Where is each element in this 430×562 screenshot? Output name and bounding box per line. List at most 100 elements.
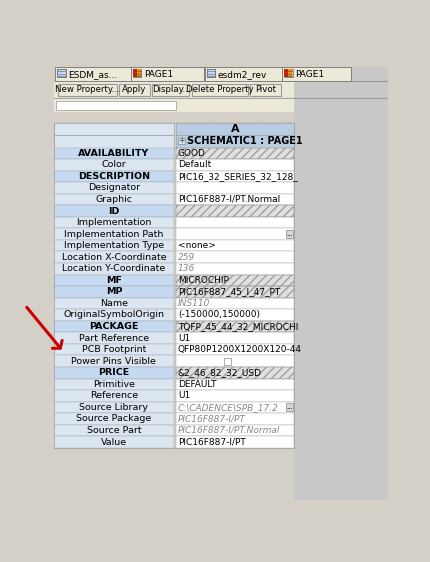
Text: Implementation Type: Implementation Type: [64, 241, 164, 250]
Bar: [136, 69, 140, 78]
Text: A: A: [230, 124, 239, 134]
Bar: [54, 171, 174, 182]
Bar: [175, 402, 293, 413]
Bar: [175, 309, 293, 321]
Text: 136: 136: [178, 264, 195, 273]
Bar: [175, 321, 293, 332]
Text: PCB Footprint: PCB Footprint: [82, 345, 146, 354]
Bar: [178, 138, 184, 144]
Text: Apply: Apply: [122, 85, 146, 94]
Bar: [57, 69, 65, 78]
Bar: [351, 67, 387, 81]
Text: PIC16F887-I/PT: PIC16F887-I/PT: [178, 438, 245, 447]
Text: PAGE1: PAGE1: [144, 70, 172, 79]
Bar: [175, 147, 293, 159]
Bar: [54, 425, 174, 436]
Bar: [285, 230, 293, 238]
Text: 259: 259: [178, 253, 195, 262]
Text: PAGE1: PAGE1: [294, 70, 323, 79]
Text: MP: MP: [105, 287, 122, 296]
Bar: [175, 390, 293, 402]
Bar: [175, 275, 293, 286]
Text: +: +: [178, 137, 184, 146]
Text: Source Library: Source Library: [79, 403, 148, 412]
FancyBboxPatch shape: [119, 84, 150, 96]
Bar: [54, 251, 174, 263]
Text: Value: Value: [101, 438, 127, 447]
Bar: [54, 194, 174, 205]
Bar: [175, 275, 293, 286]
Text: esdm2_rev: esdm2_rev: [217, 70, 266, 79]
FancyBboxPatch shape: [152, 84, 189, 96]
Bar: [54, 379, 174, 390]
Bar: [287, 69, 291, 78]
Bar: [54, 147, 174, 159]
Bar: [283, 69, 292, 78]
Bar: [175, 251, 293, 263]
Text: &2_46_82_32_USD: &2_46_82_32_USD: [178, 368, 261, 377]
Text: Graphic: Graphic: [95, 195, 132, 204]
Bar: [175, 171, 293, 182]
Text: AVAILABILITY: AVAILABILITY: [78, 149, 149, 158]
Bar: [206, 69, 215, 78]
Bar: [55, 67, 130, 81]
Text: U1: U1: [178, 391, 190, 400]
Bar: [175, 147, 293, 159]
Bar: [54, 309, 174, 321]
Text: ESDM_as...: ESDM_as...: [68, 70, 117, 79]
Text: GOOD: GOOD: [178, 149, 205, 158]
Bar: [175, 436, 293, 448]
Text: Location X-Coordinate: Location X-Coordinate: [61, 253, 166, 262]
Bar: [54, 286, 174, 298]
Bar: [132, 69, 141, 78]
Text: Primitive: Primitive: [93, 380, 135, 389]
Text: Name: Name: [100, 299, 128, 308]
Text: Default: Default: [178, 160, 211, 169]
Bar: [175, 332, 293, 344]
Text: <none>: <none>: [178, 241, 215, 250]
Text: TQFP_45_44_32_MICROCHI: TQFP_45_44_32_MICROCHI: [178, 322, 298, 331]
Text: Pivot: Pivot: [255, 85, 275, 94]
Bar: [223, 358, 230, 365]
Bar: [351, 67, 387, 81]
Bar: [175, 355, 293, 367]
Bar: [175, 344, 293, 355]
Text: Delete Property: Delete Property: [185, 85, 253, 94]
Bar: [54, 135, 174, 147]
Bar: [175, 286, 293, 298]
Text: Location Y-Coordinate: Location Y-Coordinate: [62, 264, 165, 273]
Bar: [54, 402, 174, 413]
Text: ID: ID: [108, 207, 120, 216]
Text: PIC16F887-I/PT.Normal: PIC16F887-I/PT.Normal: [178, 426, 280, 435]
Bar: [282, 67, 350, 81]
Text: INS110: INS110: [178, 299, 210, 308]
Text: (-150000,150000): (-150000,150000): [178, 310, 259, 319]
Bar: [56, 101, 176, 110]
FancyBboxPatch shape: [249, 84, 280, 96]
FancyBboxPatch shape: [58, 84, 117, 96]
Bar: [175, 367, 293, 379]
Text: PIC16F887_45_I_47_PT: PIC16F887_45_I_47_PT: [178, 287, 280, 296]
Bar: [175, 159, 293, 171]
Bar: [175, 182, 293, 194]
Bar: [175, 194, 293, 205]
Bar: [175, 228, 293, 240]
Bar: [175, 379, 293, 390]
Bar: [54, 332, 174, 344]
Bar: [175, 413, 293, 425]
Bar: [54, 228, 174, 240]
Bar: [293, 67, 387, 500]
Text: Implementation Path: Implementation Path: [64, 230, 163, 239]
Bar: [285, 403, 293, 411]
Text: Part Reference: Part Reference: [79, 334, 149, 343]
Bar: [54, 205, 174, 217]
Bar: [206, 69, 215, 78]
Bar: [175, 367, 293, 379]
Text: Source Package: Source Package: [76, 414, 151, 423]
Text: OriginalSymbolOrigin: OriginalSymbolOrigin: [63, 310, 164, 319]
Text: PIC16_32_SERIES_32_128_: PIC16_32_SERIES_32_128_: [178, 172, 297, 181]
Bar: [175, 217, 293, 228]
Bar: [175, 205, 293, 217]
Text: MF: MF: [106, 276, 122, 285]
Text: Source Part: Source Part: [86, 426, 141, 435]
